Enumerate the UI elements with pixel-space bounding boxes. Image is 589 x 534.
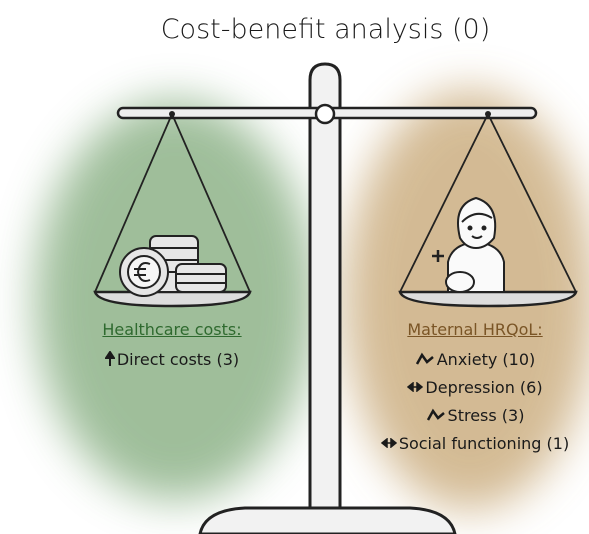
left-panel: Healthcare costs: Direct costs (3) xyxy=(72,320,272,373)
infographic: Cost-benefit analysis (0) Healthcare cos… xyxy=(0,0,589,534)
item-text: Social functioning (1) xyxy=(399,434,569,453)
scale-pivot xyxy=(316,105,334,123)
no-change-icon xyxy=(407,382,423,392)
right-heading: Maternal HRQoL: xyxy=(407,320,542,339)
item-text: Anxiety (10) xyxy=(437,350,536,369)
item-text: Depression (6) xyxy=(425,378,542,397)
right-item: Depression (6) xyxy=(407,373,542,401)
right-item: Anxiety (10) xyxy=(415,345,536,373)
left-item: Direct costs (3) xyxy=(105,345,239,373)
no-change-icon xyxy=(381,438,397,448)
item-text: Stress (3) xyxy=(448,406,525,425)
mixed-icon xyxy=(415,352,435,366)
increase-icon xyxy=(105,351,115,367)
right-item: Stress (3) xyxy=(426,401,525,429)
title: Cost-benefit analysis (0) xyxy=(0,14,589,45)
mixed-icon xyxy=(426,408,446,422)
item-text: Direct costs (3) xyxy=(117,350,239,369)
right-panel: Maternal HRQoL: Anxiety (10) Depression … xyxy=(355,320,589,457)
scale-pillar xyxy=(310,64,340,508)
scale-base xyxy=(200,508,455,534)
left-heading: Healthcare costs: xyxy=(102,320,241,339)
right-item: Social functioning (1) xyxy=(381,429,569,457)
